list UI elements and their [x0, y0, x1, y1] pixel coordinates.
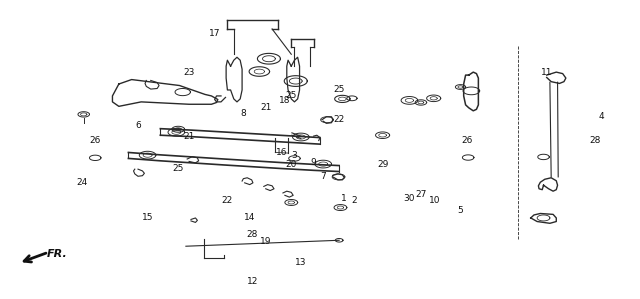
Text: 6: 6 — [135, 121, 141, 130]
Text: 1: 1 — [340, 194, 346, 203]
Text: 29: 29 — [377, 160, 388, 169]
Text: 28: 28 — [589, 136, 600, 145]
Text: 8: 8 — [241, 109, 246, 118]
Text: 10: 10 — [429, 196, 441, 205]
Text: 3: 3 — [292, 151, 298, 160]
Text: 13: 13 — [295, 258, 307, 267]
Text: 25: 25 — [285, 91, 297, 100]
Text: 25: 25 — [333, 86, 345, 94]
Text: 27: 27 — [415, 190, 427, 199]
Text: 2: 2 — [351, 196, 356, 205]
Text: 12: 12 — [247, 277, 259, 286]
Text: 7: 7 — [320, 172, 326, 181]
Text: 22: 22 — [333, 115, 345, 124]
Text: 11: 11 — [541, 68, 552, 77]
Text: 9: 9 — [311, 158, 317, 167]
Text: 5: 5 — [458, 206, 463, 215]
Text: 26: 26 — [90, 136, 101, 145]
Text: 17: 17 — [209, 29, 220, 38]
Text: 18: 18 — [279, 96, 291, 105]
Text: 28: 28 — [246, 230, 257, 239]
Text: 4: 4 — [598, 112, 604, 121]
Text: 14: 14 — [244, 213, 255, 222]
Text: 19: 19 — [260, 237, 271, 246]
Text: 25: 25 — [173, 164, 184, 173]
Text: 24: 24 — [77, 178, 88, 187]
Text: 23: 23 — [184, 68, 195, 77]
Text: 26: 26 — [461, 136, 472, 145]
Text: 15: 15 — [142, 213, 154, 222]
Text: 21: 21 — [260, 103, 271, 112]
Text: 30: 30 — [404, 194, 415, 203]
Text: 20: 20 — [285, 160, 297, 169]
Text: 21: 21 — [184, 132, 195, 141]
Text: 16: 16 — [276, 148, 287, 157]
Text: FR.: FR. — [47, 249, 67, 259]
Text: 22: 22 — [222, 196, 233, 205]
